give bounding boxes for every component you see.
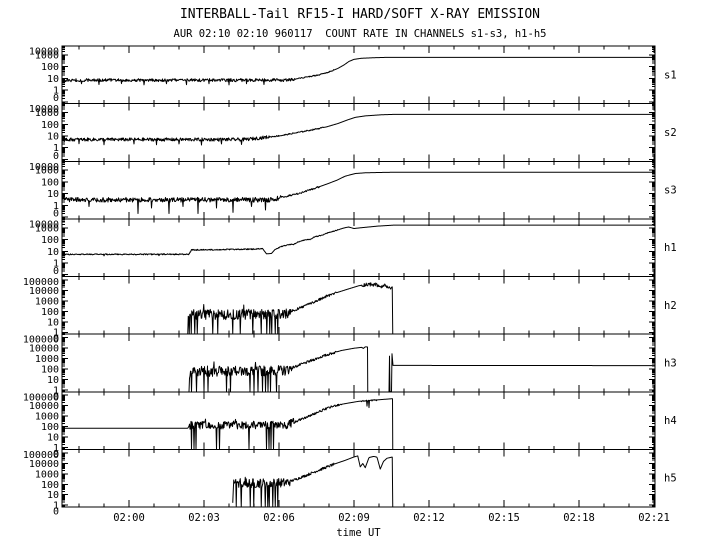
x-tick-label: 02:15 bbox=[488, 512, 520, 524]
panel-box-s2 bbox=[61, 103, 656, 162]
y-tick-label: 1000 bbox=[35, 296, 59, 307]
y-tick-label: 10000 bbox=[29, 286, 59, 297]
panel-label-s2: s2 bbox=[664, 127, 677, 139]
panel-label-s1: s1 bbox=[664, 69, 677, 81]
y-tick-label: 1 bbox=[53, 385, 59, 396]
trace-h2 bbox=[187, 282, 394, 335]
panel-label-h3: h3 bbox=[664, 357, 677, 369]
trace-s1 bbox=[61, 56, 655, 86]
x-tick-label: 02:18 bbox=[563, 512, 595, 524]
y-tick-label: 100000 bbox=[23, 392, 59, 403]
chart-title: INTERBALL-Tail RF15-I HARD/SOFT X-RAY EM… bbox=[179, 7, 541, 22]
y-tick-label: 1000 bbox=[35, 50, 59, 61]
y-tick-label: 10 bbox=[47, 74, 59, 85]
panel-label-h5: h5 bbox=[664, 473, 677, 485]
y-tick-label: 1000 bbox=[35, 108, 59, 119]
y-tick-label: 100 bbox=[41, 177, 59, 188]
y-tick-label: 1 bbox=[53, 86, 59, 97]
y-tick-label: 1 bbox=[53, 443, 59, 454]
y-tick-label: 100 bbox=[41, 480, 59, 491]
y-tick-label: 1 bbox=[53, 258, 59, 269]
x-tick-label: 02:03 bbox=[188, 512, 220, 524]
y-tick-label: 100000 bbox=[23, 335, 59, 346]
y-tick-label: 1000 bbox=[35, 354, 59, 365]
y-tick-label: 0 bbox=[53, 449, 59, 460]
panel-box-h3 bbox=[61, 333, 656, 393]
y-tick-label: 0 bbox=[53, 334, 59, 345]
trace-h5 bbox=[232, 455, 394, 508]
trace-h3 bbox=[388, 353, 655, 393]
y-tick-label: 0 bbox=[53, 151, 59, 162]
y-tick-label: 0 bbox=[53, 93, 59, 104]
x-tick-label: 02:09 bbox=[338, 512, 370, 524]
trace-h3 bbox=[188, 346, 369, 392]
y-tick-label: 0 bbox=[53, 391, 59, 402]
trace-h1 bbox=[61, 224, 655, 257]
panel-label-h2: h2 bbox=[664, 300, 677, 312]
y-tick-label: 100000 bbox=[23, 450, 59, 461]
y-tick-label: 10 bbox=[47, 189, 59, 200]
trace-h4 bbox=[62, 398, 394, 450]
panel-label-s3: s3 bbox=[664, 185, 677, 197]
y-tick-label: 1 bbox=[53, 501, 59, 512]
y-tick-label: 1000 bbox=[35, 412, 59, 423]
y-tick-label: 1 bbox=[53, 143, 59, 154]
chart-subtitle: AUR 02:10 02:10 960117 COUNT RATE IN CHA… bbox=[173, 28, 547, 40]
axis-ticks bbox=[62, 46, 655, 508]
y-tick-label: 10000 bbox=[29, 104, 59, 115]
trace-s3 bbox=[61, 171, 655, 215]
trace-s2 bbox=[61, 113, 655, 146]
y-tick-label: 100 bbox=[41, 307, 59, 318]
panel-box-s3 bbox=[61, 160, 656, 220]
y-tick-label: 10 bbox=[47, 490, 59, 501]
y-tick-label: 1000 bbox=[35, 166, 59, 177]
x-tick-label: 02:06 bbox=[263, 512, 295, 524]
x-tick-label: 02:00 bbox=[113, 512, 145, 524]
y-tick-label: 1000 bbox=[35, 469, 59, 480]
y-tick-label: 10 bbox=[47, 132, 59, 143]
y-tick-label: 10 bbox=[47, 433, 59, 444]
y-tick-label: 0 bbox=[53, 507, 59, 518]
y-tick-label: 10000 bbox=[29, 459, 59, 470]
y-tick-label: 100000 bbox=[23, 277, 59, 288]
panel-box-s1 bbox=[61, 45, 656, 105]
y-tick-label: 100 bbox=[41, 422, 59, 433]
y-tick-label: 10 bbox=[47, 375, 59, 386]
y-tick-label: 0 bbox=[53, 208, 59, 219]
y-tick-label: 10000 bbox=[29, 344, 59, 355]
y-tick-label: 1000 bbox=[35, 223, 59, 234]
panel-box-h4 bbox=[61, 391, 656, 450]
y-tick-label: 10000 bbox=[29, 219, 59, 230]
y-tick-label: 100 bbox=[41, 235, 59, 246]
y-tick-label: 1 bbox=[53, 201, 59, 212]
y-tick-label: 100 bbox=[41, 120, 59, 131]
panel-label-h1: h1 bbox=[664, 242, 677, 254]
y-tick-label: 10 bbox=[47, 247, 59, 258]
x-axis-title: time UT bbox=[336, 527, 381, 539]
y-tick-label: 10000 bbox=[29, 162, 59, 173]
panel-box-h2 bbox=[61, 276, 656, 335]
y-tick-label: 10 bbox=[47, 317, 59, 328]
y-tick-label: 10000 bbox=[29, 401, 59, 412]
y-tick-label: 10000 bbox=[29, 47, 59, 58]
y-tick-label: 1 bbox=[53, 328, 59, 339]
y-tick-label: 0 bbox=[53, 266, 59, 277]
y-tick-label: 100 bbox=[41, 365, 59, 376]
panel-label-h4: h4 bbox=[664, 415, 677, 427]
x-tick-label: 02:12 bbox=[413, 512, 445, 524]
x-tick-label: 02:21 bbox=[638, 512, 670, 524]
y-tick-label: 100 bbox=[41, 62, 59, 73]
